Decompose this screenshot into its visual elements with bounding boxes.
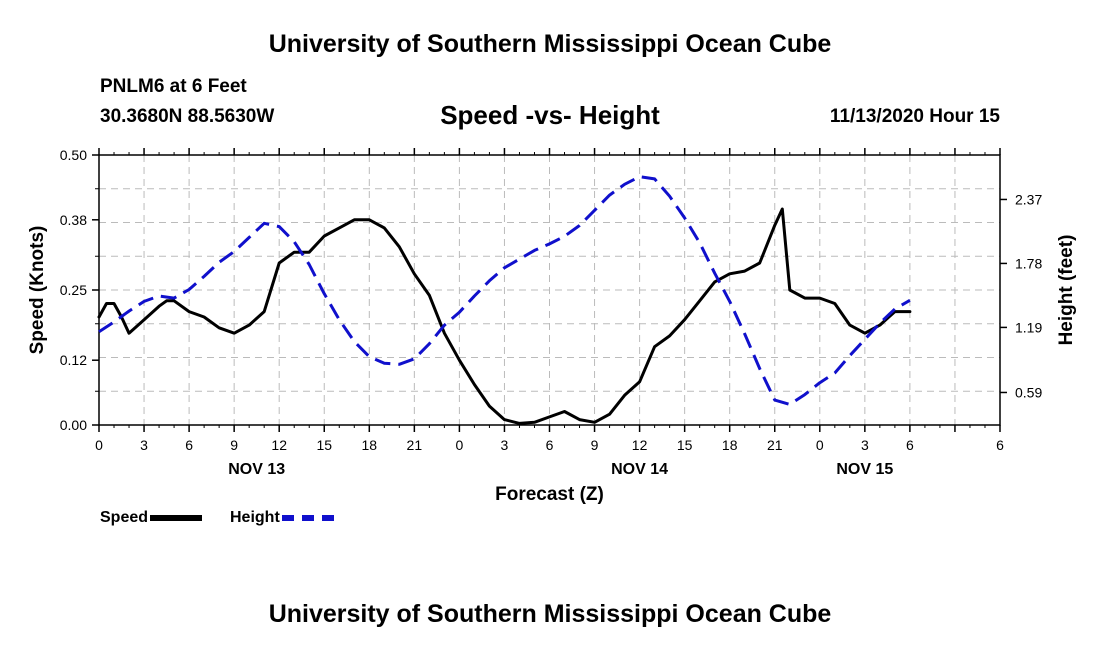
x-tick-label: 0	[95, 437, 103, 453]
x-tick-label: 3	[140, 437, 148, 453]
forecast-datetime: 11/13/2020 Hour 15	[829, 106, 1000, 127]
x-tick-label: 0	[816, 437, 824, 453]
y2-axis-label: Height (feet)	[1056, 235, 1077, 346]
day-label: NOV 15	[836, 461, 893, 478]
y-tick-label: 0.50	[60, 147, 87, 163]
legend-speed-swatch	[150, 514, 203, 521]
x-tick-label: 12	[271, 437, 287, 453]
y-tick-label: 0.00	[60, 417, 87, 433]
y2-tick-label: 0.59	[1015, 384, 1042, 400]
x-tick-label: 18	[722, 437, 738, 453]
series-line-speed	[97, 207, 912, 425]
y-tick-label: 0.38	[60, 212, 87, 228]
station-name: PNLM6 at 6 Feet	[100, 76, 247, 97]
legend-speed-label: Speed	[100, 509, 149, 526]
y-tick-label: 0.12	[60, 352, 87, 368]
legend-height-label: Height	[230, 509, 280, 526]
x-tick-label: 6	[906, 437, 914, 453]
station-coordinates: 30.3680N 88.5630W	[100, 106, 275, 127]
series-line-height	[98, 175, 911, 406]
day-label: NOV 14	[611, 461, 668, 478]
legend-speed: Speed	[100, 509, 203, 527]
x-tick-label: 15	[677, 437, 693, 453]
x-axis-label: Forecast (Z)	[495, 484, 604, 505]
legend-height: Height	[230, 509, 334, 527]
legend-height-swatch	[281, 514, 334, 521]
x-tick-label: 21	[767, 437, 783, 453]
x-tick-label: 15	[316, 437, 332, 453]
day-label: NOV 13	[228, 461, 285, 478]
x-tick-label: 6	[185, 437, 193, 453]
y2-tick-label: 1.78	[1015, 255, 1042, 271]
y-axis-label: Speed (Knots)	[27, 226, 48, 355]
x-tick-label: 6	[996, 437, 1004, 453]
y-tick-label: 0.25	[60, 282, 87, 298]
x-tick-label: 6	[546, 437, 554, 453]
x-tick-label: 3	[861, 437, 869, 453]
x-tick-label: 21	[407, 437, 423, 453]
y2-tick-label: 2.37	[1015, 191, 1042, 207]
x-tick-label: 3	[501, 437, 509, 453]
y2-tick-label: 1.19	[1015, 319, 1042, 335]
chart-title: Speed -vs- Height	[440, 100, 660, 130]
x-tick-label: 0	[456, 437, 464, 453]
x-tick-label: 12	[632, 437, 648, 453]
x-tick-label: 18	[362, 437, 378, 453]
x-tick-label: 9	[230, 437, 238, 453]
footer-title: University of Southern Mississippi Ocean…	[268, 600, 832, 628]
x-tick-label: 9	[591, 437, 599, 453]
header-title: University of Southern Mississippi Ocean…	[268, 30, 832, 58]
